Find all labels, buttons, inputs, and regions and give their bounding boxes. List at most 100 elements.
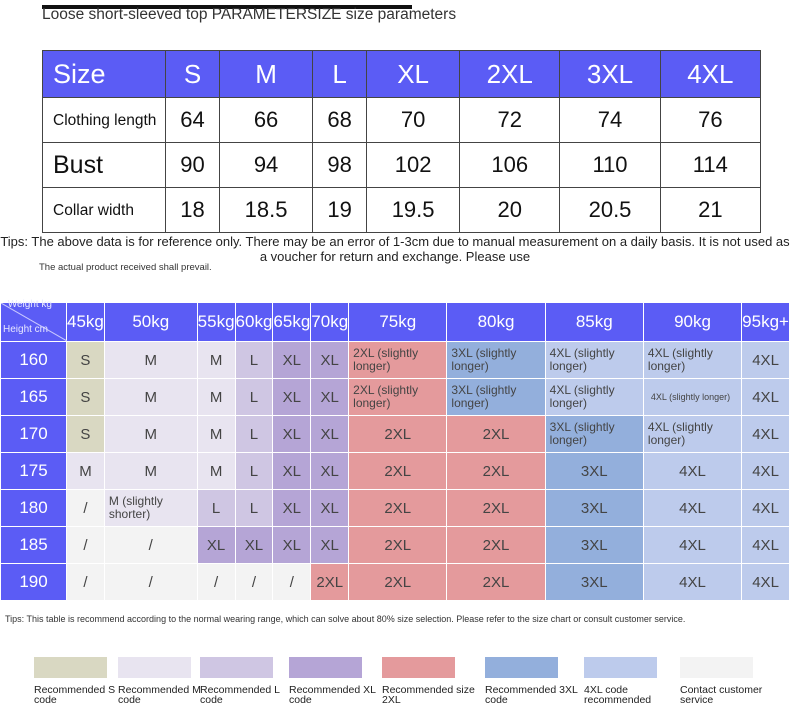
- size-recommendation-cell: XL: [272, 489, 312, 527]
- size-recommendation-cell: /: [66, 526, 105, 564]
- weight-col-header: 80kg: [446, 302, 546, 342]
- row-label: Collar width: [42, 187, 166, 233]
- size-recommendation-cell: L: [234, 415, 274, 453]
- size-recommendation-cell: 4XL: [741, 378, 790, 416]
- row-label: Bust: [42, 142, 166, 188]
- size-recommendation-cell: 4XL: [642, 489, 743, 527]
- size-recommendation-cell: 3XL (slightly longer): [446, 341, 546, 379]
- measurement-tip: Tips: The above data is for reference on…: [0, 234, 790, 264]
- table-cell: 18: [164, 187, 221, 233]
- size-recommendation-cell: 2XL: [348, 526, 448, 564]
- table-cell: 98: [312, 142, 368, 188]
- table-cell: 114: [659, 142, 762, 188]
- size-recommendation-cell: M: [103, 378, 198, 416]
- size-recommendation-cell: 2XL: [348, 415, 448, 453]
- size-recommendation-cell: M: [196, 415, 236, 453]
- size-recommendation-cell: XL: [310, 415, 350, 453]
- size-recommendation-cell: 2XL: [348, 563, 448, 601]
- size-recommendation-cell: XL: [272, 415, 312, 453]
- table-row: 190// / //2XL 2XL 2XL 3XL 4XL 4XL: [0, 563, 790, 601]
- size-recommendation-cell: 4XL: [741, 341, 790, 379]
- size-recommendation-cell: S: [66, 341, 105, 379]
- size-recommendation-cell: 2XL: [446, 563, 546, 601]
- legend-label: Contact customer service: [680, 684, 763, 706]
- size-recommendation-cell: XL: [272, 341, 312, 379]
- size-recommendation-cell: 4XL: [642, 563, 743, 601]
- weight-col-header: 50kg: [103, 302, 198, 342]
- recommendation-tip: Tips: This table is recommend according …: [5, 614, 686, 624]
- size-header-label: Size: [42, 50, 166, 98]
- size-recommendation-cell: L: [196, 489, 236, 527]
- size-recommendation-cell: L: [234, 452, 274, 490]
- size-recommendation-cell: XL: [310, 452, 350, 490]
- weight-axis-label: Weight kg: [7, 299, 52, 310]
- row-label: Clothing length: [42, 97, 166, 143]
- table-cell: 68: [312, 97, 368, 143]
- legend-swatch: [289, 657, 362, 678]
- size-recommendation-cell: XL: [196, 526, 236, 564]
- size-recommendation-cell: 4XL: [741, 452, 790, 490]
- size-recommendation-cell: XL: [272, 378, 312, 416]
- legend-label: Recommended S code: [34, 684, 116, 706]
- table-cell: 74: [559, 97, 661, 143]
- size-recommendation-cell: XL: [234, 526, 274, 564]
- size-recommendation-cell: 2XL: [348, 489, 448, 527]
- size-recommendation-cell: 4XL (slightly longer): [544, 341, 644, 379]
- table-cell: 70: [366, 97, 461, 143]
- size-recommendation-cell: XL: [310, 378, 350, 416]
- size-col-3xl: 3XL: [559, 50, 661, 98]
- table-cell: 102: [366, 142, 461, 188]
- size-recommendation-cell: /: [272, 563, 312, 601]
- legend-item: Recommended size 2XL: [382, 657, 482, 705]
- size-recommendation-cell: M: [103, 452, 198, 490]
- size-recommendation-cell: 2XL: [446, 489, 546, 527]
- legend-label: Recommended XL code: [289, 684, 376, 706]
- size-recommendation-cell: L: [234, 341, 274, 379]
- size-recommendation-cell: S: [66, 378, 105, 416]
- height-row-header: 160: [0, 341, 67, 379]
- size-recommendation-cell: 4XL (slightly longer): [544, 378, 644, 416]
- table-cell: 94: [219, 142, 314, 188]
- table-cell: 19.5: [366, 187, 461, 233]
- table-cell: 72: [459, 97, 561, 143]
- size-header-row: Size S M L XL 2XL 3XL 4XL: [42, 50, 762, 98]
- table-row: 175 M M M L XL XL 2XL 2XL 3XL 4XL 4XL: [0, 452, 790, 490]
- table-cell: 66: [219, 97, 314, 143]
- legend-item: Recommended 3XL code: [485, 657, 585, 705]
- size-recommendation-cell: L: [234, 489, 274, 527]
- legend-item: Recommended S code: [34, 657, 134, 705]
- table-row: 180/M (slightly shorter) L L XL XL 2XL 2XL 3XL 4…: [0, 489, 790, 527]
- size-recommendation-cell: 4XL: [741, 489, 790, 527]
- measurement-tip-note: The actual product received shall prevai…: [39, 262, 212, 273]
- legend-item: Recommended XL code: [289, 657, 389, 705]
- size-recommendation-cell: XL: [310, 341, 350, 379]
- size-recommendation-cell: 4XL: [741, 563, 790, 601]
- height-row-header: 180: [0, 489, 67, 527]
- legend-swatch: [382, 657, 455, 678]
- size-recommendation-cell: M: [196, 341, 236, 379]
- size-recommendation-cell: 4XL: [642, 526, 743, 564]
- clothing-length-row: Clothing length 64 66 68 70 72 74 76: [42, 97, 762, 143]
- size-recommendation-cell: M: [103, 341, 198, 379]
- weight-col-header: 90kg: [642, 302, 743, 342]
- size-recommendation-cell: XL: [272, 452, 312, 490]
- size-recommendation-cell: M: [196, 378, 236, 416]
- size-col-xl: XL: [366, 50, 461, 98]
- size-col-m: M: [219, 50, 314, 98]
- size-recommendation-cell: /: [66, 563, 105, 601]
- height-row-header: 170: [0, 415, 67, 453]
- size-recommendation-cell: M (slightly shorter): [103, 489, 198, 527]
- bust-row: Bust 90 94 98 102 106 110 114: [42, 142, 762, 188]
- table-cell: 106: [459, 142, 561, 188]
- legend-label: Recommended M code: [118, 684, 201, 706]
- legend-swatch: [34, 657, 107, 678]
- height-row-header: 175: [0, 452, 67, 490]
- weight-col-header: 70kg: [310, 302, 350, 342]
- size-recommendation-cell: /: [66, 489, 105, 527]
- size-recommendation-cell: /: [103, 526, 198, 564]
- size-col-2xl: 2XL: [459, 50, 561, 98]
- height-row-header: 185: [0, 526, 67, 564]
- size-recommendation-cell: /: [103, 563, 198, 601]
- legend-swatch: [200, 657, 273, 678]
- size-col-l: L: [312, 50, 368, 98]
